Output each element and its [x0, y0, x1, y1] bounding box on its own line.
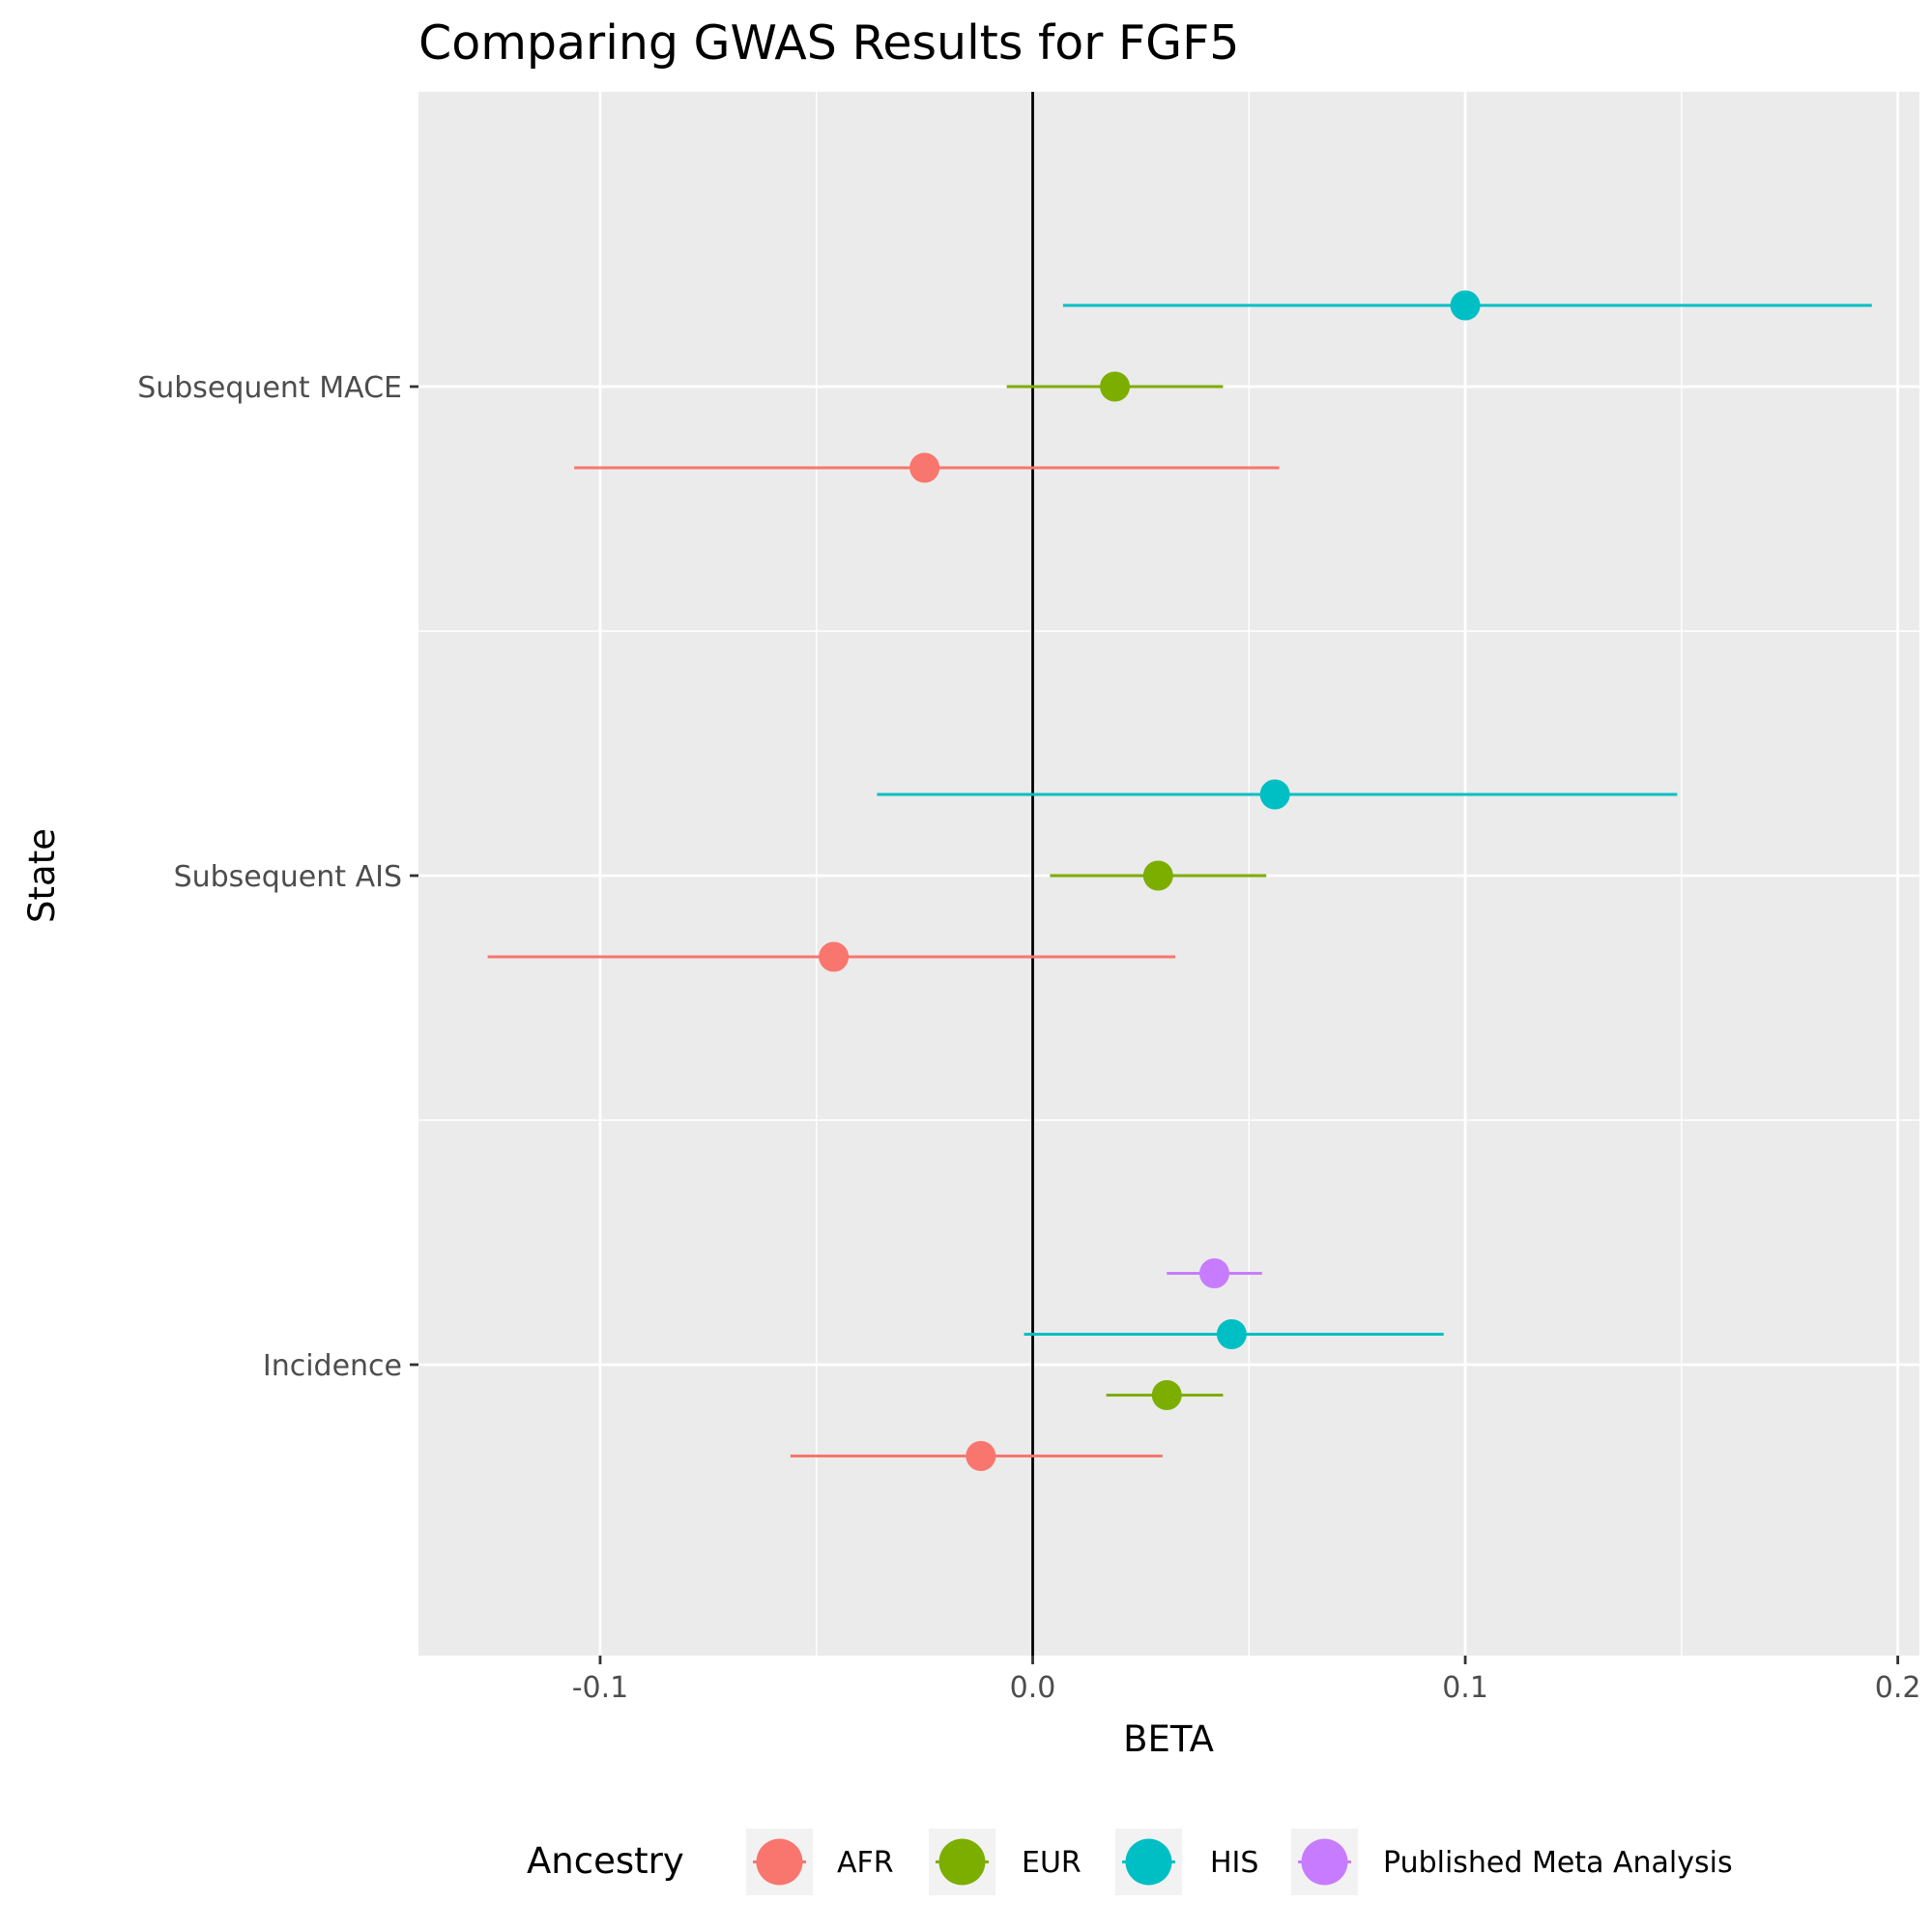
legend-label: AFR — [837, 1846, 894, 1880]
legend-label: HIS — [1210, 1846, 1258, 1880]
data-point — [909, 452, 940, 483]
data-point — [1450, 290, 1481, 321]
legend-key-point — [756, 1838, 803, 1886]
data-point — [1259, 779, 1290, 810]
chart-title: Comparing GWAS Results for FGF5 — [418, 15, 1239, 71]
legend-title: Ancestry — [527, 1840, 684, 1882]
legend-label: Published Meta Analysis — [1383, 1846, 1733, 1880]
x-tick-label: -0.1 — [572, 1671, 629, 1705]
data-marks — [487, 290, 1872, 1471]
y-axis-title: State — [21, 828, 63, 923]
legend-key-point — [938, 1838, 986, 1886]
legend-label: EUR — [1022, 1846, 1081, 1880]
y-tick-label: Subsequent MACE — [137, 371, 402, 405]
x-axis: -0.1 0.0 0.1 0.2 — [572, 1656, 1921, 1705]
x-tick-label: 0.2 — [1875, 1671, 1921, 1705]
data-point — [1216, 1319, 1247, 1349]
data-point — [1100, 371, 1131, 402]
legend-key-point — [1301, 1838, 1348, 1886]
y-tick-label: Incidence — [263, 1349, 402, 1383]
x-axis-title: BETA — [1123, 1718, 1214, 1760]
data-point — [819, 941, 850, 972]
legend-key-point — [1125, 1838, 1172, 1886]
x-tick-label: 0.1 — [1442, 1671, 1488, 1705]
x-tick-label: 0.0 — [1010, 1671, 1056, 1705]
data-point — [1142, 860, 1173, 891]
data-point — [1151, 1380, 1182, 1410]
minor-gridlines — [418, 92, 1919, 1656]
y-tick-label: Subsequent AIS — [174, 860, 402, 894]
legend: Ancestry AFR EUR HIS Published Meta Analysi… — [527, 1829, 1733, 1895]
y-axis: Subsequent MACE Subsequent AIS Incidence — [137, 371, 418, 1383]
data-point — [966, 1441, 996, 1471]
data-point — [1198, 1258, 1229, 1288]
